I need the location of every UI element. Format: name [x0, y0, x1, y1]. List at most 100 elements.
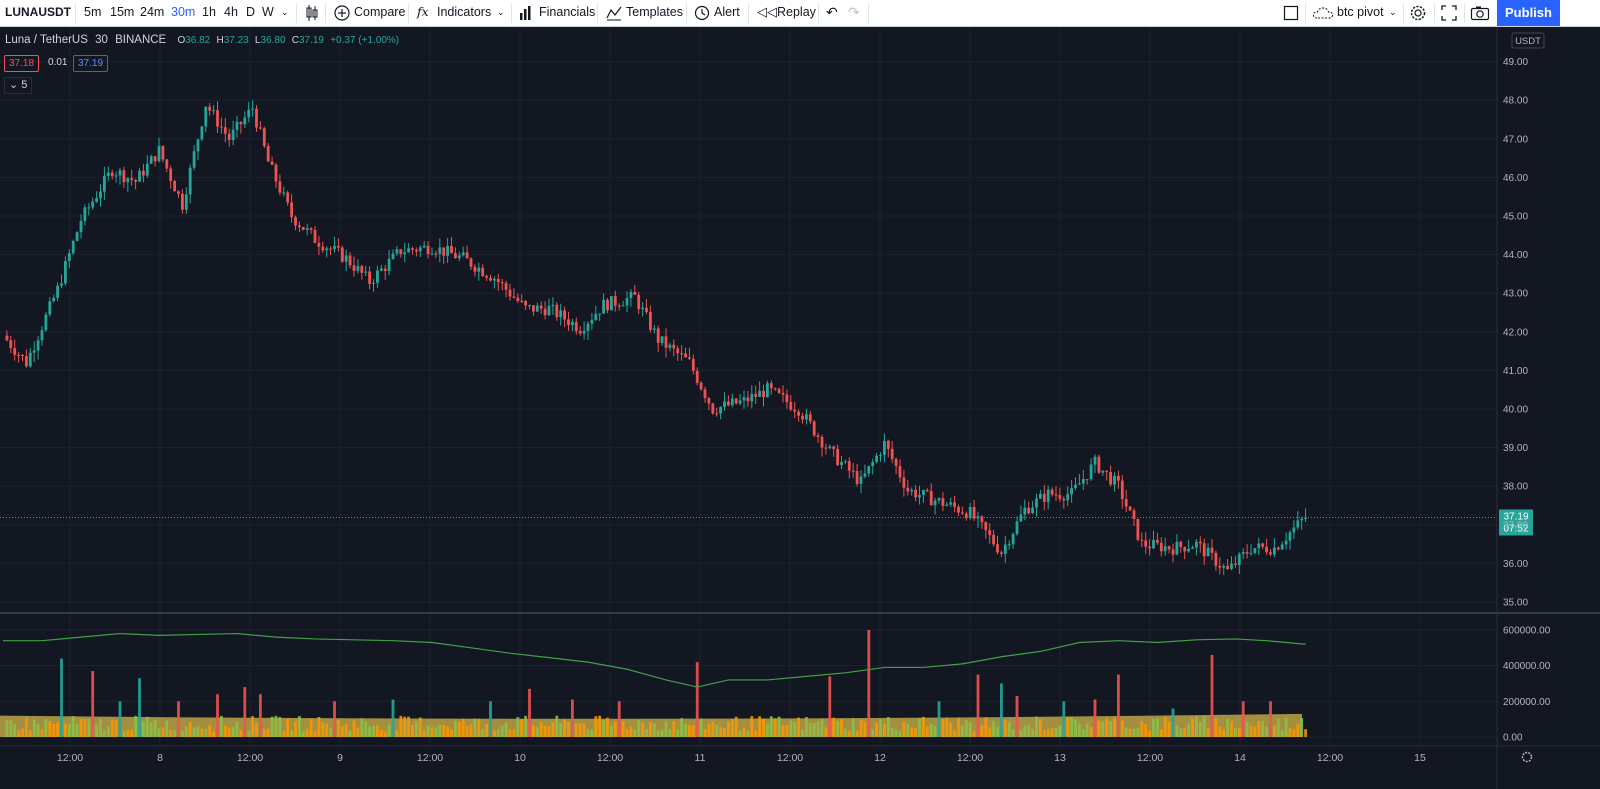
candle-body: [430, 253, 434, 255]
publish-button[interactable]: Publish: [1497, 0, 1560, 26]
candle-body: [996, 544, 999, 553]
financials-button[interactable]: Financials: [539, 5, 596, 19]
alert-clock-icon[interactable]: [693, 3, 711, 29]
volume-bar: [1117, 674, 1120, 737]
price-axis[interactable]: USDT 35.00 36.00 37.00 38.00 39.00 40.00 41.00 4…: [1503, 32, 1545, 609]
spread-value: 0.01: [48, 57, 68, 68]
layout-name-button[interactable]: btc pivot: [1337, 5, 1384, 19]
volume-bar: [36, 723, 40, 737]
candle: [641, 302, 644, 317]
candle-body: [797, 411, 800, 416]
volume-bar: [368, 725, 371, 737]
undo-icon[interactable]: ↶: [826, 4, 838, 20]
candle-body: [122, 170, 126, 183]
candle: [914, 485, 917, 502]
candle-body: [255, 108, 258, 128]
candle: [91, 197, 95, 210]
interval-W[interactable]: W: [262, 5, 274, 19]
cloud-icon[interactable]: [1312, 6, 1334, 32]
volume-bar: [220, 715, 223, 737]
candle-body: [422, 245, 426, 248]
alert-button[interactable]: Alert: [714, 5, 740, 19]
candle-body: [130, 178, 134, 180]
volume-bar: [633, 729, 637, 737]
last-price-label-bg: [1499, 509, 1533, 536]
interval-D[interactable]: D: [246, 5, 256, 19]
candle-body: [680, 353, 683, 355]
volume-bar: [524, 715, 527, 737]
financials-bars-icon[interactable]: [518, 4, 534, 30]
volume-bar: [898, 731, 902, 737]
candle-body: [477, 267, 481, 272]
volume-bar: [1148, 730, 1151, 737]
candle-body: [434, 253, 438, 255]
candle-style-icon[interactable]: [304, 3, 320, 29]
candle: [1000, 550, 1003, 558]
fullscreen-toggle-square-icon[interactable]: [1283, 5, 1299, 31]
volume-axis[interactable]: 0.00 200000.00 400000.00 600000.00: [1503, 626, 1551, 744]
volume-bar: [1284, 717, 1288, 737]
candle: [114, 171, 118, 183]
interval-15m[interactable]: 15m: [110, 5, 135, 19]
volume-ma-line: [3, 632, 1306, 688]
candle-body: [734, 398, 738, 404]
candle: [1007, 540, 1011, 550]
candle-body: [1113, 475, 1116, 485]
candle-body: [508, 289, 512, 297]
candle-body: [290, 202, 293, 218]
compare-plus-icon[interactable]: [333, 4, 351, 30]
time-axis[interactable]: 12:00 8 12:00 9 12:00 10 12:00 11 12:00 12 12:00 13…: [57, 751, 1533, 764]
candle: [637, 291, 641, 315]
interval-4h[interactable]: 4h: [224, 5, 238, 19]
volume-bar: [1085, 723, 1089, 737]
candle: [1218, 557, 1222, 575]
volume-bar: [660, 729, 664, 737]
interval-5m[interactable]: 5m: [84, 5, 102, 19]
divider: [597, 3, 598, 23]
candle: [528, 304, 531, 310]
collapse-indicators-button[interactable]: ⌄ 5: [4, 77, 33, 94]
fullscreen-expand-icon[interactable]: [1441, 5, 1457, 31]
indicators-chevron-icon[interactable]: ⌄: [497, 7, 505, 17]
buy-price-box[interactable]: 37.19: [73, 55, 109, 72]
candle: [138, 168, 141, 182]
candle: [762, 384, 765, 407]
volume-bar: [1023, 725, 1027, 737]
indicators-button[interactable]: Indicators: [437, 5, 492, 19]
layout-chevron-icon[interactable]: ⌄: [1389, 7, 1397, 17]
candle-body: [305, 228, 309, 230]
volume-bar: [1081, 729, 1085, 737]
replay-button[interactable]: Replay: [777, 5, 816, 19]
indicators-fx-icon[interactable]: fx: [417, 4, 429, 19]
volume-bar: [532, 724, 535, 737]
templates-button[interactable]: Templates: [626, 5, 683, 19]
volume-bar: [851, 718, 855, 737]
templates-icon[interactable]: [605, 4, 623, 30]
settings-gear-icon[interactable]: [1409, 4, 1427, 30]
candle-body: [71, 240, 75, 254]
volume-bar: [126, 729, 130, 737]
candle-body: [142, 170, 145, 176]
compare-button[interactable]: Compare: [354, 5, 406, 19]
candle-body: [910, 489, 914, 492]
candle-body: [875, 455, 878, 462]
interval-1h[interactable]: 1h: [202, 5, 216, 19]
volume-bar: [539, 722, 543, 737]
volume-bar: [134, 715, 137, 737]
candle-body: [922, 490, 925, 495]
candle-body: [762, 390, 765, 398]
interval-30m[interactable]: 30m: [171, 5, 196, 19]
symbol-search[interactable]: LUNAUSDT: [5, 5, 71, 19]
time-tick-label: 8: [157, 752, 163, 764]
replay-rewind-icon[interactable]: ◁◁: [757, 4, 777, 19]
interval-dropdown-chevron-icon[interactable]: ⌄: [281, 7, 289, 17]
candle-body: [309, 228, 313, 230]
snapshot-camera-icon[interactable]: [1470, 5, 1490, 31]
interval-24m[interactable]: 24m: [140, 5, 165, 19]
candle-body: [1050, 489, 1054, 495]
candle: [1269, 548, 1272, 556]
volume-bar: [106, 725, 110, 737]
sell-price-box[interactable]: 37.18: [4, 55, 40, 72]
